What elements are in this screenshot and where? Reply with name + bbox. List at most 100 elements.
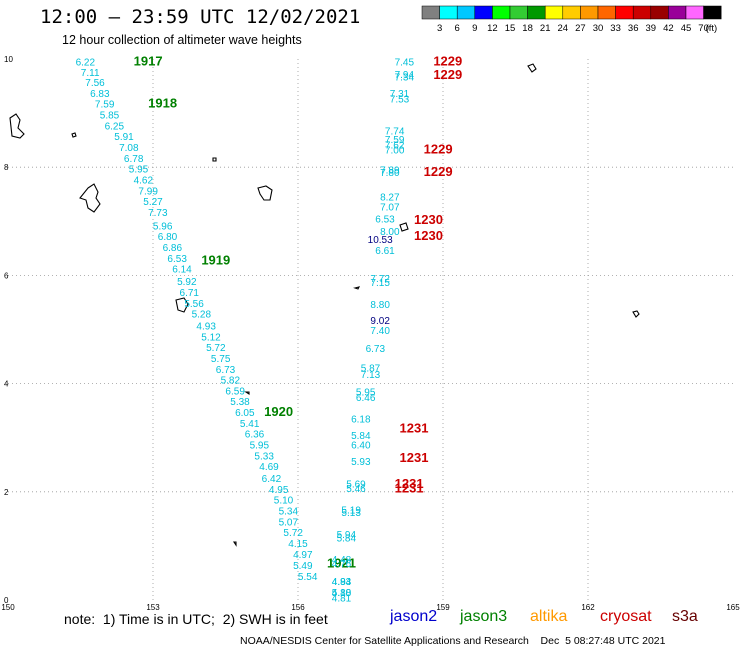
swh-label: 5.82 xyxy=(221,376,241,387)
swh-label: 5.38 xyxy=(230,397,250,408)
colorbar-swatch xyxy=(580,5,599,20)
colorbar-label: 9 xyxy=(472,23,477,34)
footnote: note: 1) Time is in UTC; 2) SWH is in fe… xyxy=(64,611,328,627)
time-label: 1231 xyxy=(395,480,424,495)
colorbar-swatch xyxy=(562,5,581,20)
swh-label: 6.78 xyxy=(124,154,144,165)
island-outline xyxy=(399,222,409,232)
swh-label: 10.53 xyxy=(368,235,393,246)
colorbar-label: 39 xyxy=(646,23,657,34)
swh-label: 9.02 xyxy=(370,316,390,327)
colorbar-label: 15 xyxy=(505,23,516,34)
swh-label: 5.41 xyxy=(240,419,260,430)
swh-label: 5.56 xyxy=(184,299,204,310)
swh-label: 7.45 xyxy=(395,57,415,68)
swh-label: 4.76 xyxy=(332,559,352,570)
colorbar-label: 18 xyxy=(522,23,533,34)
swh-label: 6.42 xyxy=(262,474,282,485)
colorbar-swatch xyxy=(439,5,458,20)
swh-label: 8.00 xyxy=(380,227,400,238)
time-label: 1917 xyxy=(134,53,163,68)
legend-cryosat: cryosat xyxy=(600,608,652,625)
swh-label: 7.31 xyxy=(390,89,410,100)
x-tick-label: 150 xyxy=(1,603,15,612)
colorbar-label: 42 xyxy=(663,23,674,34)
swh-label: 4.93 xyxy=(196,322,216,333)
swh-label: 5.84 xyxy=(351,431,371,442)
island-outline xyxy=(232,541,237,547)
swh-label: 5.85 xyxy=(100,111,120,122)
swh-label: 4.48 xyxy=(332,555,352,566)
time-label: 1229 xyxy=(424,164,453,179)
swh-label: 6.22 xyxy=(76,57,96,68)
island-outline xyxy=(527,63,537,73)
swh-label: 7.56 xyxy=(85,78,105,89)
x-tick-label: 162 xyxy=(581,603,595,612)
credit-line: NOAA/NESDIS Center for Satellite Applica… xyxy=(240,635,666,647)
colorbar-swatch xyxy=(597,5,616,20)
colorbar-label: 24 xyxy=(558,23,569,34)
y-tick-label: 2 xyxy=(4,488,9,497)
swh-label: 7.53 xyxy=(390,94,410,105)
swh-label: 6.25 xyxy=(105,121,125,132)
island-outline xyxy=(9,113,25,139)
time-label: 1919 xyxy=(201,253,230,268)
swh-label: 5.92 xyxy=(177,277,197,288)
swh-label: 6.86 xyxy=(163,243,183,254)
swh-label: 5.96 xyxy=(153,221,173,232)
chart-title: 12:00 – 23:59 UTC 12/02/2021 xyxy=(40,6,361,28)
time-label: 1231 xyxy=(400,450,429,465)
colorbar-swatch xyxy=(492,5,511,20)
swh-label: 7.00 xyxy=(385,146,405,157)
swh-label: 5.95 xyxy=(356,388,376,399)
time-label: 1230 xyxy=(414,228,443,243)
legend-jason3: jason3 xyxy=(460,608,508,625)
swh-label: 8.27 xyxy=(380,193,400,204)
swh-label: 6.36 xyxy=(245,430,265,441)
y-tick-label: 8 xyxy=(4,163,9,172)
swh-label: 4.62 xyxy=(134,175,154,186)
swh-label: 4.84 xyxy=(332,577,352,588)
swh-label: 5.28 xyxy=(192,310,212,321)
y-tick-label: 4 xyxy=(4,380,9,389)
swh-label: 7.34 xyxy=(395,73,415,84)
swh-label: 5.12 xyxy=(201,332,221,343)
swh-label: 5.72 xyxy=(283,528,303,539)
swh-label: 5.84 xyxy=(337,534,357,545)
swh-label: 5.19 xyxy=(341,505,361,516)
legend-s3a: s3a xyxy=(672,608,698,625)
y-tick-label: 6 xyxy=(4,271,9,280)
swh-label: 7.89 xyxy=(380,166,400,177)
legend-jason2: jason2 xyxy=(390,608,438,625)
swh-label: 7.15 xyxy=(370,278,390,289)
colorbar-unit: (ft) xyxy=(706,23,718,34)
swh-label: 8.80 xyxy=(370,300,390,311)
x-tick-label: 159 xyxy=(436,603,450,612)
time-label: 1921 xyxy=(327,556,356,571)
colorbar-swatch xyxy=(456,5,476,20)
colorbar-swatch xyxy=(650,5,669,20)
island-outline xyxy=(79,183,101,213)
swh-label: 5.10 xyxy=(274,496,294,507)
swh-label: 5.13 xyxy=(341,508,361,519)
swh-label: 7.62 xyxy=(385,140,405,151)
colorbar-swatch xyxy=(527,5,546,20)
swh-label: 6.53 xyxy=(375,214,395,225)
time-label: 1229 xyxy=(424,142,453,157)
swh-label: 6.14 xyxy=(172,265,192,276)
swh-label: 5.46 xyxy=(346,484,366,495)
colorbar-swatch xyxy=(668,5,687,20)
swh-label: 7.08 xyxy=(119,143,139,154)
swh-label: 7.13 xyxy=(361,370,381,381)
swh-label: 7.80 xyxy=(380,168,400,179)
swh-label: 5.10 xyxy=(332,588,352,599)
swh-label: 4.15 xyxy=(288,539,308,550)
swh-label: 6.53 xyxy=(167,254,187,265)
island-outline xyxy=(632,310,640,318)
color-scale-bar: 3 6 9 12 15 18 21 24 27 30 33 36 39 42 45 70(ft) xyxy=(421,5,722,34)
swh-label: 7.59 xyxy=(95,100,115,111)
colorbar-swatch xyxy=(544,5,564,20)
swh-label: 5.93 xyxy=(351,457,371,468)
swh-label: 6.46 xyxy=(356,393,376,404)
